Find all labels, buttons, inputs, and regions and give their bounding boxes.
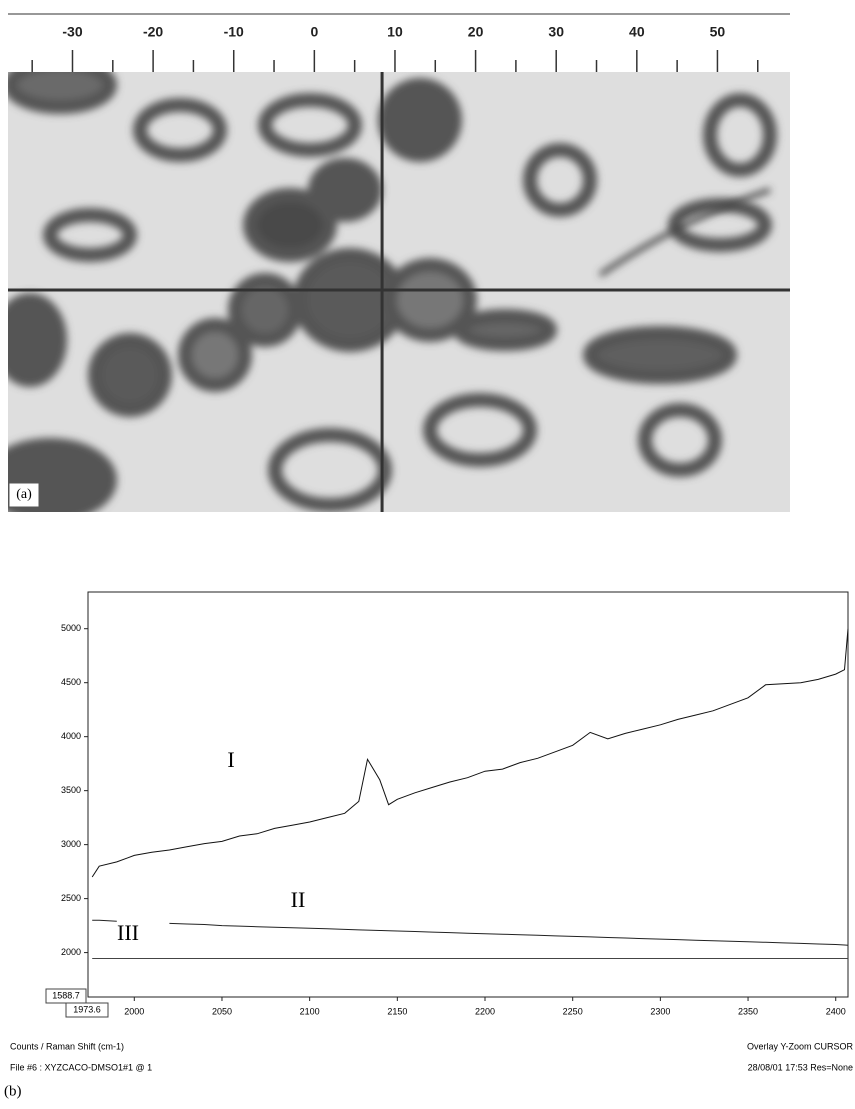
ruler-tick-label: 50 (710, 24, 726, 40)
ruler-tick-label: 10 (387, 24, 403, 40)
x-min-box (65, 1002, 109, 1018)
x-tick-label: 2050 (212, 1006, 232, 1016)
plot-frame (87, 591, 849, 998)
x-min-label: 1973.6 (73, 1004, 101, 1014)
curve-label: II (291, 887, 306, 912)
x-tick-label: 2100 (300, 1006, 320, 1016)
curve-label: III (117, 920, 139, 945)
series-line (92, 919, 849, 946)
x-tick-label: 2150 (387, 1006, 407, 1016)
x-tick-label: 2400 (826, 1006, 846, 1016)
ruler-tick-label: -20 (143, 24, 163, 40)
ruler-tick-label: -10 (224, 24, 244, 40)
display-mode: Overlay Y-Zoom CURSOR (747, 1041, 854, 1051)
file-info: File #6 : XYZCACO-DMSO1#1 @ 1 (10, 1062, 152, 1072)
curve-label: I (227, 747, 234, 772)
x-tick-label: 2250 (563, 1006, 583, 1016)
series-line (91, 628, 849, 878)
panel-label-box (8, 482, 40, 508)
axis-title: Counts / Raman Shift (cm-1) (10, 1041, 124, 1051)
y-tick-label: 3000 (61, 839, 81, 849)
y-tick-label: 4000 (61, 731, 81, 741)
x-tick-label: 2350 (738, 1006, 758, 1016)
spacer (50, 580, 850, 581)
panel-label: (b) (4, 1083, 22, 1099)
y-tick-label: 2500 (61, 893, 81, 903)
x-tick-label: 2000 (124, 1006, 144, 1016)
y-tick-label: 4500 (61, 677, 81, 687)
y-tick-label: 3500 (61, 785, 81, 795)
y-tick-label: 2000 (61, 947, 81, 957)
timestamp: 28/08/01 17:53 Res=None (748, 1062, 853, 1072)
ruler-tick-label: 30 (548, 24, 564, 40)
x-tick-label: 2200 (475, 1006, 495, 1016)
ruler-tick-label: 40 (629, 24, 645, 40)
panel-label: (a) (16, 487, 32, 502)
micrograph (8, 72, 790, 512)
ruler-tick-label: -30 (62, 24, 82, 40)
y-min-label: 1588.7 (52, 990, 80, 1000)
x-tick-label: 2300 (650, 1006, 670, 1016)
y-tick-label: 5000 (61, 623, 81, 633)
ruler-tick-label: 0 (310, 24, 318, 40)
ruler-tick-label: 20 (468, 24, 484, 40)
